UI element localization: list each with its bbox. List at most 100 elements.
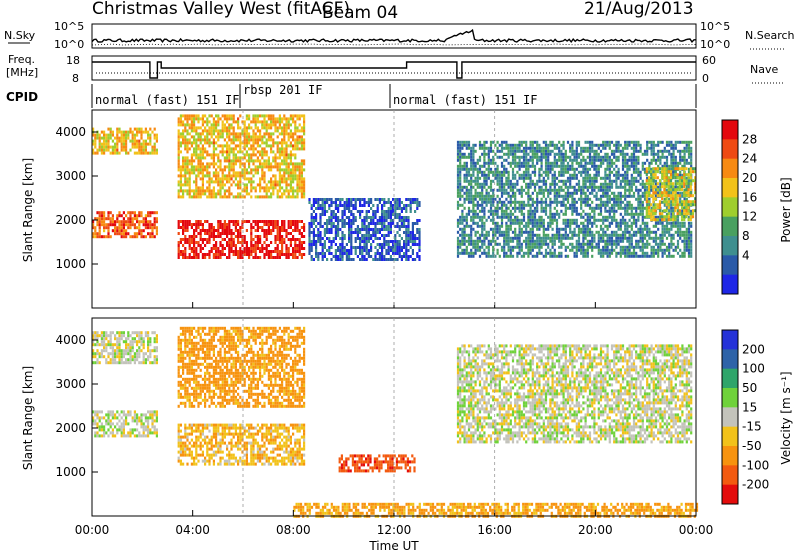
- heatmap-cell: [352, 219, 355, 222]
- heatmap-cell: [494, 233, 497, 237]
- heatmap-cell: [529, 149, 532, 153]
- heatmap-cell: [624, 221, 627, 225]
- heatmap-cell: [593, 158, 596, 162]
- heatmap-cell: [538, 185, 541, 189]
- heatmap-cell: [300, 192, 303, 196]
- heatmap-cell: [381, 222, 384, 225]
- heatmap-cell: [474, 161, 477, 165]
- heatmap-cell: [116, 217, 119, 221]
- heatmap-cell: [201, 147, 204, 151]
- heatmap-cell: [516, 149, 519, 153]
- heatmap-cell: [500, 170, 504, 174]
- heatmap-cell: [389, 258, 392, 261]
- heatmap-cell: [226, 226, 229, 229]
- heatmap-cell: [529, 203, 532, 207]
- heatmap-cell: [540, 167, 543, 171]
- heatmap-cell: [252, 150, 255, 154]
- heatmap-cell: [276, 247, 279, 250]
- heatmap-cell: [217, 159, 220, 163]
- heatmap-cell: [345, 255, 348, 258]
- heatmap-cell: [310, 222, 313, 225]
- heatmap-cell: [551, 140, 554, 144]
- heatmap-cell: [494, 209, 497, 213]
- heatmap-cell: [254, 114, 257, 118]
- heatmap-cell: [483, 173, 486, 177]
- heatmap-cell: [107, 223, 110, 227]
- heatmap-cell: [394, 225, 397, 228]
- heatmap-cell: [511, 239, 515, 243]
- heatmap-cell: [383, 213, 386, 216]
- heatmap-cell: [263, 147, 266, 151]
- heatmap-cell: [274, 186, 277, 190]
- heatmap-cell: [230, 168, 233, 172]
- heatmap-cell: [518, 248, 521, 252]
- heatmap-cell: [472, 146, 475, 150]
- heatmap-cell: [136, 214, 139, 218]
- heatmap-cell: [385, 219, 388, 222]
- heatmap-cell: [385, 252, 388, 255]
- heatmap-cell: [626, 248, 629, 252]
- heatmap-cell: [140, 220, 143, 224]
- heatmap-cell: [529, 179, 532, 183]
- heatmap-cell: [540, 164, 543, 168]
- heatmap-cell: [208, 126, 211, 130]
- heatmap-cell: [472, 203, 475, 207]
- heatmap-cell: [398, 246, 401, 249]
- heatmap-cell: [492, 194, 495, 198]
- heatmap-cell: [483, 161, 486, 165]
- heatmap-cell: [177, 226, 180, 229]
- heatmap-cell: [254, 250, 257, 253]
- heatmap-cell: [478, 239, 482, 243]
- heatmap-cell: [621, 158, 625, 162]
- heatmap-cell: [564, 206, 567, 210]
- heatmap-cell: [573, 218, 576, 222]
- heatmap-cell: [204, 135, 207, 139]
- heatmap-cell: [237, 232, 240, 235]
- heatmap-cell: [481, 164, 484, 168]
- heatmap-cell: [617, 236, 620, 240]
- heatmap-cell: [294, 195, 297, 199]
- heatmap-cell: [354, 216, 357, 219]
- heatmap-cell: [317, 201, 320, 204]
- heatmap-cell: [184, 117, 187, 121]
- heatmap-cell: [463, 179, 466, 183]
- heatmap-cell: [179, 226, 182, 229]
- heatmap-cell: [195, 220, 198, 223]
- heatmap-cell: [540, 215, 543, 219]
- heatmap-cell: [103, 136, 106, 140]
- heatmap-cell: [459, 215, 462, 219]
- heatmap-cell: [248, 135, 251, 139]
- heatmap-cell: [498, 185, 501, 189]
- heatmap-cell: [259, 159, 262, 163]
- heatmap-cell: [632, 143, 636, 147]
- heatmap-cell: [296, 174, 299, 178]
- heatmap-cell: [615, 179, 618, 183]
- heatmap-cell: [182, 174, 185, 178]
- heatmap-cell: [472, 227, 475, 231]
- heatmap-cell: [267, 126, 270, 130]
- heatmap-cell: [597, 185, 600, 189]
- heatmap-cell: [308, 246, 311, 249]
- heatmap-cell: [206, 195, 209, 199]
- heatmap-cell: [599, 197, 603, 201]
- heatmap-cell: [281, 220, 284, 223]
- heatmap-cell: [498, 179, 501, 183]
- heatmap-cell: [100, 136, 103, 140]
- heatmap-cell: [197, 135, 200, 139]
- heatmap-cell: [409, 234, 412, 237]
- heatmap-cell: [330, 222, 333, 225]
- heatmap-cell: [566, 140, 570, 144]
- heatmap-cell: [555, 197, 559, 201]
- heatmap-cell: [582, 209, 585, 213]
- heatmap-cell: [243, 171, 246, 175]
- heatmap-cell: [270, 195, 273, 199]
- heatmap-cell: [396, 213, 399, 216]
- heatmap-cell: [414, 210, 417, 213]
- heatmap-cell: [116, 145, 119, 149]
- heatmap-cell: [199, 162, 202, 166]
- heatmap-cell: [383, 198, 386, 201]
- heatmap-cell: [630, 254, 633, 258]
- heatmap-cell: [217, 232, 220, 235]
- heatmap-cell: [411, 225, 414, 228]
- heatmap-cell: [394, 198, 397, 201]
